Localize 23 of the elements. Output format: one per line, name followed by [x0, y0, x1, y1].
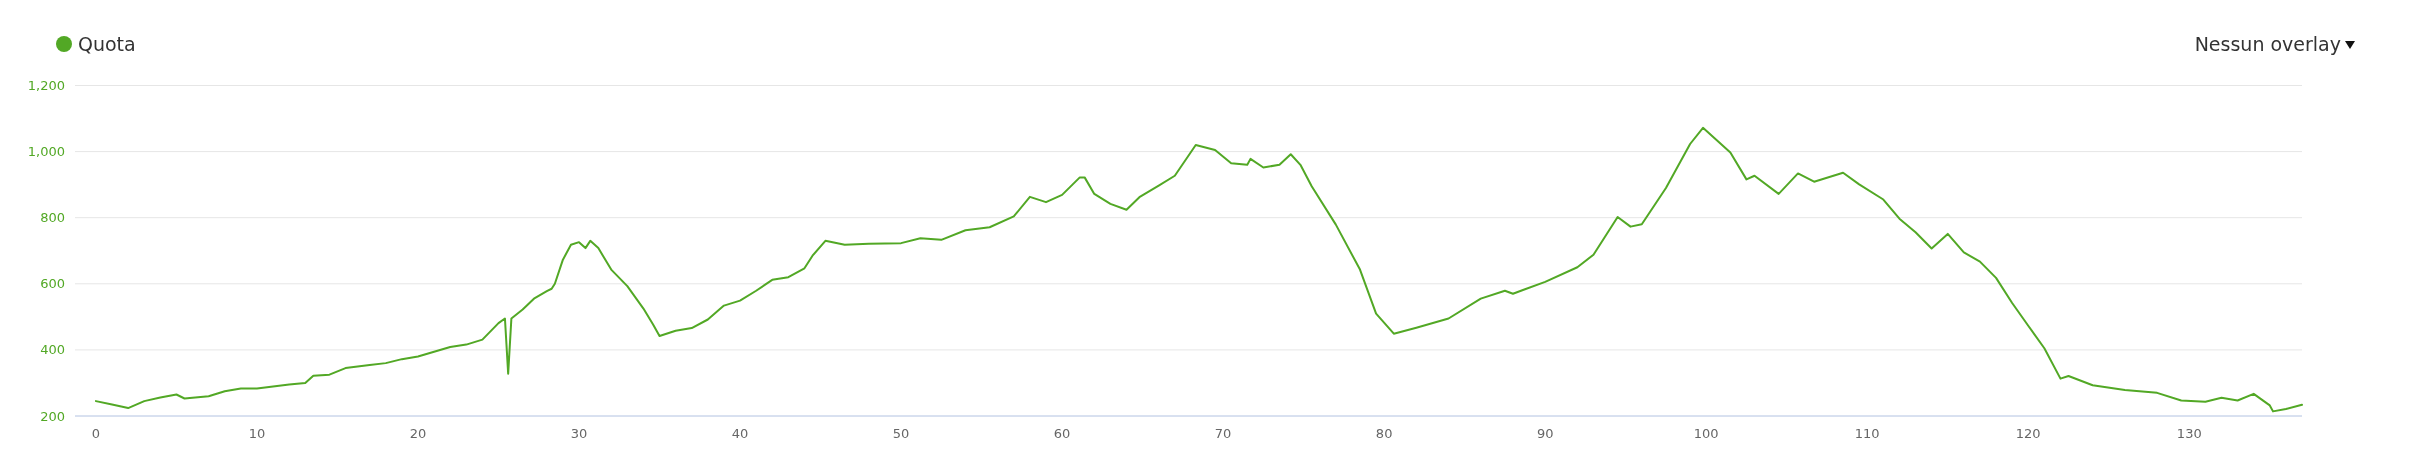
text: Nessun overlay	[2194, 32, 2341, 55]
x-tick-label: 10	[248, 426, 266, 441]
y-tick-label: 1,200	[27, 78, 65, 94]
y-tick-label: 200	[40, 408, 65, 424]
x-tick-label: 20	[409, 426, 427, 441]
x-tick-label: 0	[91, 426, 101, 441]
line-series	[94, 126, 2303, 413]
y-tick-label: 400	[40, 342, 65, 358]
x-tick-label: 110	[1854, 426, 1880, 441]
x-tick-label: 30	[570, 426, 588, 441]
x-tick-label: 50	[892, 426, 910, 441]
y-tick-label: 600	[40, 276, 65, 292]
legend-label: Quota	[78, 32, 136, 55]
x-tick-label: 90	[1536, 426, 1554, 441]
x-tick-label: 70	[1214, 426, 1232, 441]
x-tick-label: 100	[1693, 426, 1719, 441]
y-tick-label: 1,000	[27, 144, 65, 160]
x-tick-label: 40	[731, 426, 749, 441]
y-tick-label: 800	[40, 210, 65, 226]
x-tick-label: 120	[2015, 426, 2041, 441]
x-tick-label: 130	[2176, 426, 2202, 441]
x-tick-label: 80	[1375, 426, 1393, 441]
x-tick-label: 60	[1053, 426, 1071, 441]
